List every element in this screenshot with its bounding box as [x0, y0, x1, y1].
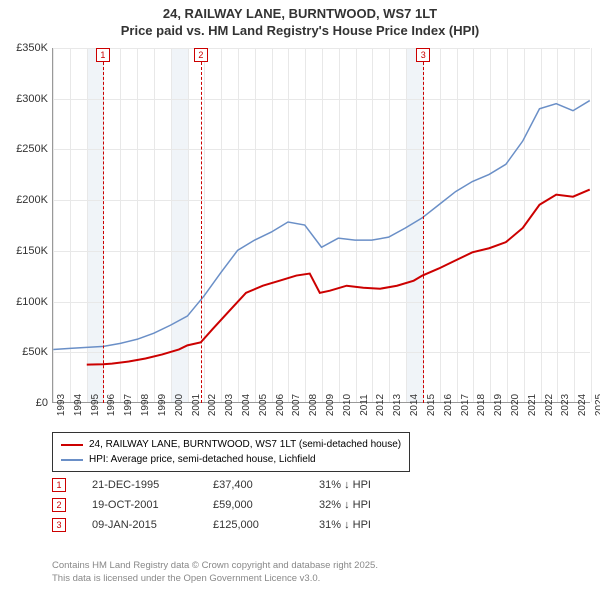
ytick-label: £350K	[4, 42, 48, 54]
xtick-label: 1996	[106, 394, 117, 416]
event-date: 19-OCT-2001	[92, 499, 187, 511]
event-row: 3 09-JAN-2015 £125,000 31% ↓ HPI	[52, 518, 371, 532]
event-marker: 1	[52, 478, 66, 492]
event-price: £125,000	[213, 519, 293, 531]
event-price: £37,400	[213, 479, 293, 491]
marker-box: 2	[194, 48, 208, 62]
xtick-label: 2019	[493, 394, 504, 416]
event-delta: 31% ↓ HPI	[319, 479, 371, 491]
ytick-label: £0	[4, 397, 48, 409]
chart-container: 24, RAILWAY LANE, BURNTWOOD, WS7 1LT Pri…	[0, 0, 600, 590]
xtick-label: 2013	[392, 394, 403, 416]
xtick-label: 1995	[90, 394, 101, 416]
marker-line	[103, 62, 104, 403]
footer-line-2: This data is licensed under the Open Gov…	[52, 573, 378, 585]
gridline-v	[591, 48, 592, 402]
xtick-label: 1997	[123, 394, 134, 416]
event-date: 21-DEC-1995	[92, 479, 187, 491]
xtick-label: 2001	[191, 394, 202, 416]
xtick-label: 2014	[409, 394, 420, 416]
legend: 24, RAILWAY LANE, BURNTWOOD, WS7 1LT (se…	[52, 432, 410, 472]
xtick-label: 1998	[140, 394, 151, 416]
events-table: 1 21-DEC-1995 £37,400 31% ↓ HPI 2 19-OCT-2001…	[52, 478, 371, 538]
xtick-label: 2022	[544, 394, 555, 416]
event-row: 1 21-DEC-1995 £37,400 31% ↓ HPI	[52, 478, 371, 492]
xtick-label: 1994	[73, 394, 84, 416]
marker-line	[201, 62, 202, 403]
legend-row: 24, RAILWAY LANE, BURNTWOOD, WS7 1LT (se…	[61, 437, 401, 452]
legend-swatch	[61, 444, 83, 446]
xtick-label: 2005	[258, 394, 269, 416]
xtick-label: 2016	[443, 394, 454, 416]
event-delta: 32% ↓ HPI	[319, 499, 371, 511]
xtick-label: 2024	[577, 394, 588, 416]
ytick-label: £50K	[4, 346, 48, 358]
xtick-label: 2018	[476, 394, 487, 416]
event-date: 09-JAN-2015	[92, 519, 187, 531]
xtick-label: 2000	[174, 394, 185, 416]
legend-label: HPI: Average price, semi-detached house,…	[89, 452, 316, 467]
ytick-label: £200K	[4, 194, 48, 206]
xtick-label: 2006	[275, 394, 286, 416]
marker-box: 3	[416, 48, 430, 62]
xtick-label: 2017	[460, 394, 471, 416]
ytick-label: £300K	[4, 93, 48, 105]
marker-line	[423, 62, 424, 403]
xtick-label: 2021	[527, 394, 538, 416]
xtick-label: 2007	[291, 394, 302, 416]
footer-line-1: Contains HM Land Registry data © Crown c…	[52, 560, 378, 572]
xtick-label: 2009	[325, 394, 336, 416]
title-line-2: Price paid vs. HM Land Registry's House …	[10, 23, 590, 40]
ytick-label: £250K	[4, 143, 48, 155]
title-line-1: 24, RAILWAY LANE, BURNTWOOD, WS7 1LT	[10, 6, 590, 23]
legend-swatch	[61, 459, 83, 461]
xtick-label: 2012	[375, 394, 386, 416]
xtick-label: 2002	[207, 394, 218, 416]
xtick-label: 1993	[56, 394, 67, 416]
event-row: 2 19-OCT-2001 £59,000 32% ↓ HPI	[52, 498, 371, 512]
xtick-label: 2025	[594, 394, 600, 416]
xtick-label: 2020	[510, 394, 521, 416]
series-hpi	[53, 101, 589, 350]
xtick-label: 2008	[308, 394, 319, 416]
xtick-label: 1999	[157, 394, 168, 416]
series-property	[87, 190, 590, 365]
chart-lines	[53, 48, 590, 402]
chart-plot-area: 1 2 3	[52, 48, 590, 403]
xtick-label: 2011	[359, 394, 370, 416]
legend-row: HPI: Average price, semi-detached house,…	[61, 452, 401, 467]
footer-attribution: Contains HM Land Registry data © Crown c…	[52, 560, 378, 585]
event-marker: 3	[52, 518, 66, 532]
ytick-label: £150K	[4, 245, 48, 257]
legend-label: 24, RAILWAY LANE, BURNTWOOD, WS7 1LT (se…	[89, 437, 401, 452]
xtick-label: 2023	[560, 394, 571, 416]
xtick-label: 2004	[241, 394, 252, 416]
event-price: £59,000	[213, 499, 293, 511]
event-marker: 2	[52, 498, 66, 512]
xtick-label: 2015	[426, 394, 437, 416]
marker-box: 1	[96, 48, 110, 62]
ytick-label: £100K	[4, 296, 48, 308]
event-delta: 31% ↓ HPI	[319, 519, 371, 531]
title-block: 24, RAILWAY LANE, BURNTWOOD, WS7 1LT Pri…	[0, 0, 600, 42]
xtick-label: 2010	[342, 394, 353, 416]
xtick-label: 2003	[224, 394, 235, 416]
